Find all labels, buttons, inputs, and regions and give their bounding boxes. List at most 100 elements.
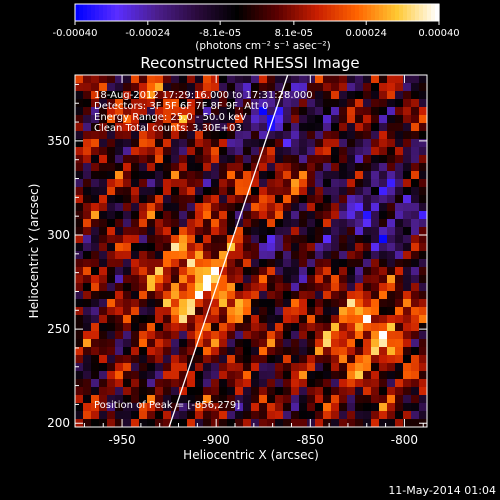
- heatmap-cell: [235, 211, 244, 220]
- heatmap-cell: [379, 243, 388, 252]
- heatmap-cell: [251, 291, 260, 300]
- heatmap-cell: [83, 203, 92, 212]
- heatmap-cell: [131, 275, 140, 284]
- heatmap-cell: [267, 195, 276, 204]
- heatmap-cell: [275, 339, 284, 348]
- heatmap-cell: [291, 395, 300, 404]
- heatmap-cell: [371, 195, 380, 204]
- heatmap-cell: [387, 251, 396, 260]
- heatmap-cell: [363, 307, 372, 316]
- heatmap-cell: [107, 243, 116, 252]
- heatmap-cell: [283, 187, 292, 196]
- heatmap-cell: [387, 187, 396, 196]
- heatmap-cell: [363, 347, 372, 356]
- heatmap-cell: [131, 259, 140, 268]
- heatmap-cell: [91, 235, 100, 244]
- heatmap-cell: [179, 123, 188, 132]
- heatmap-cell: [267, 171, 276, 180]
- heatmap-cell: [315, 91, 324, 100]
- heatmap-cell: [267, 403, 276, 412]
- heatmap-cell: [259, 131, 268, 140]
- heatmap-cell: [227, 91, 236, 100]
- heatmap-cell: [91, 115, 100, 124]
- heatmap-cell: [411, 371, 420, 380]
- heatmap-cell: [323, 371, 332, 380]
- heatmap-cell: [251, 339, 260, 348]
- heatmap-cell: [299, 267, 308, 276]
- heatmap-cell: [371, 171, 380, 180]
- heatmap-cell: [315, 315, 324, 324]
- colorbar-gradient: [75, 4, 440, 21]
- heatmap-cell: [83, 123, 92, 132]
- heatmap-cell: [211, 179, 220, 188]
- heatmap-cell: [355, 387, 364, 396]
- heatmap-cell: [179, 187, 188, 196]
- heatmap-cell: [171, 131, 180, 140]
- heatmap-cell: [259, 315, 268, 324]
- heatmap-cell: [275, 235, 284, 244]
- heatmap-cell: [299, 99, 308, 108]
- heatmap-cell: [403, 275, 412, 284]
- heatmap-cell: [387, 387, 396, 396]
- heatmap-cell: [355, 331, 364, 340]
- heatmap-cell: [307, 275, 316, 284]
- heatmap-cell: [171, 291, 180, 300]
- heatmap-cell: [243, 147, 252, 156]
- heatmap-cell: [347, 419, 356, 427]
- heatmap-cell: [155, 251, 164, 260]
- heatmap-cell: [123, 307, 132, 316]
- heatmap-cell: [203, 379, 212, 388]
- heatmap-cell: [155, 187, 164, 196]
- heatmap-cell: [155, 91, 164, 100]
- colorbar-tick-label: -8.1e-05: [199, 28, 241, 39]
- heatmap-cell: [203, 131, 212, 140]
- heatmap-cell: [123, 211, 132, 220]
- heatmap-cell: [219, 291, 228, 300]
- heatmap-cell: [275, 203, 284, 212]
- heatmap-cell: [355, 379, 364, 388]
- heatmap-cell: [283, 219, 292, 228]
- heatmap-cell: [355, 195, 364, 204]
- heatmap-cell: [403, 323, 412, 332]
- heatmap-cell: [387, 115, 396, 124]
- heatmap-cell: [307, 163, 316, 172]
- heatmap-cell: [379, 331, 388, 340]
- heatmap-cell: [195, 259, 204, 268]
- heatmap-cell: [179, 155, 188, 164]
- heatmap-cell: [339, 235, 348, 244]
- heatmap-cell: [259, 307, 268, 316]
- heatmap-cell: [131, 83, 140, 92]
- heatmap-cell: [139, 371, 148, 380]
- heatmap-cell: [379, 195, 388, 204]
- heatmap-cell: [371, 363, 380, 372]
- heatmap-cell: [139, 235, 148, 244]
- heatmap-cell: [123, 155, 132, 164]
- colorbar-cell: [419, 4, 424, 21]
- heatmap-cell: [363, 211, 372, 220]
- heatmap-cell: [243, 163, 252, 172]
- colorbar-cell: [279, 4, 284, 21]
- heatmap-cell: [347, 315, 356, 324]
- heatmap-cell: [139, 123, 148, 132]
- colorbar-cell: [287, 4, 292, 21]
- heatmap-cell: [419, 243, 427, 252]
- heatmap-cell: [203, 179, 212, 188]
- heatmap-cell: [379, 219, 388, 228]
- heatmap-cell: [419, 211, 427, 220]
- colorbar-cell: [143, 4, 148, 21]
- heatmap-cell: [395, 251, 404, 260]
- heatmap-cell: [235, 179, 244, 188]
- heatmap-cell: [147, 347, 156, 356]
- heatmap-cell: [291, 139, 300, 148]
- heatmap-cell: [139, 419, 148, 427]
- heatmap-cell: [139, 139, 148, 148]
- heatmap-cell: [339, 131, 348, 140]
- heatmap-cell: [243, 355, 252, 364]
- heatmap-cell: [347, 411, 356, 420]
- heatmap-cell: [387, 131, 396, 140]
- heatmap-cell: [299, 387, 308, 396]
- colorbar-cell: [251, 4, 256, 21]
- heatmap-cell: [419, 267, 427, 276]
- heatmap-cell: [219, 107, 228, 116]
- heatmap-cell: [275, 331, 284, 340]
